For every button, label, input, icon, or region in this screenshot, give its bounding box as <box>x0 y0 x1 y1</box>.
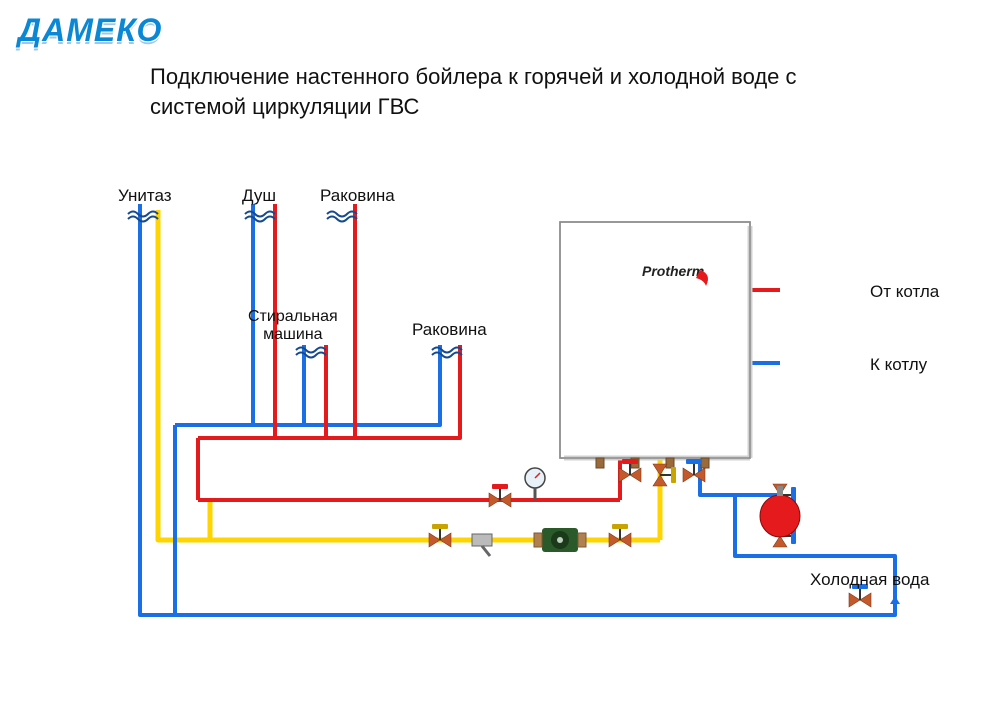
diagram-canvas: Protherm <box>0 0 1000 707</box>
label-sink2: Раковина <box>412 320 487 340</box>
label-toilet: Унитаз <box>118 186 172 206</box>
label-sink1: Раковина <box>320 186 395 206</box>
svg-text:Protherm: Protherm <box>642 263 704 279</box>
label-washer: Стиральнаямашина <box>248 308 338 345</box>
label-shower: Душ <box>242 186 276 206</box>
label-from-boiler: От котла <box>870 282 939 302</box>
label-cold-water: Холодная вода <box>810 570 929 590</box>
label-to-boiler: К котлу <box>870 355 927 375</box>
